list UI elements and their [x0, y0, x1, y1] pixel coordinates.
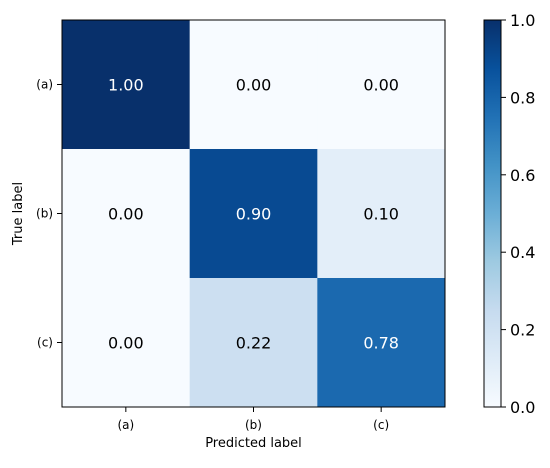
heatmap-cell-r2-c2 — [317, 278, 446, 408]
cell-value-label: 0.10 — [363, 205, 399, 224]
colorbar-tick-label: 0.4 — [510, 243, 535, 262]
x-axis-label: Predicted label — [205, 436, 302, 451]
colorbar-tick-label: 0.6 — [510, 166, 535, 185]
heatmap-cell-r1-c0 — [62, 149, 191, 279]
colorbar-tick-label: 0.2 — [510, 321, 535, 340]
y-tick-label: (b) — [36, 207, 53, 221]
cell-value-label: 0.22 — [236, 334, 272, 353]
y-tick-label: (a) — [36, 78, 53, 92]
axis-ticks: (a) (b) (c) (a) (b) (c) — [36, 78, 389, 433]
colorbar-gradient — [483, 19, 502, 408]
heatmap-cell-r0-c0 — [62, 20, 191, 150]
cell-value-label: 0.00 — [363, 76, 399, 95]
x-tick-label: (c) — [373, 418, 389, 432]
cell-value-label: 0.90 — [236, 205, 272, 224]
y-tick-label: (c) — [37, 336, 53, 350]
cell-value-label: 0.78 — [363, 334, 399, 353]
cell-value-label: 0.00 — [108, 205, 144, 224]
heatmap-cell-r2-c1 — [189, 278, 318, 408]
colorbar: 0.0 0.2 0.4 0.6 0.8 1.0 — [483, 11, 535, 417]
heatmap-cell-r0-c2 — [317, 20, 446, 150]
colorbar-tick-label: 0.8 — [510, 88, 535, 107]
y-axis-label: True label — [11, 182, 26, 246]
cell-value-label: 1.00 — [108, 76, 144, 95]
colorbar-tick-label: 0.0 — [510, 398, 535, 417]
cell-value-label: 0.00 — [236, 76, 272, 95]
x-tick-label: (a) — [117, 418, 134, 432]
heatmap-cell-r2-c0 — [62, 278, 191, 408]
x-tick-label: (b) — [245, 418, 262, 432]
heatmap-cell-r0-c1 — [189, 20, 318, 150]
heatmap-cells: 1.00 0.00 0.00 0.00 0.90 0.10 0.00 0.22 0.78 — [62, 20, 446, 408]
colorbar-tick-label: 1.0 — [510, 11, 535, 30]
cell-value-label: 0.00 — [108, 334, 144, 353]
heatmap-cell-r1-c2 — [317, 149, 446, 279]
heatmap-cell-r1-c1 — [189, 149, 318, 279]
